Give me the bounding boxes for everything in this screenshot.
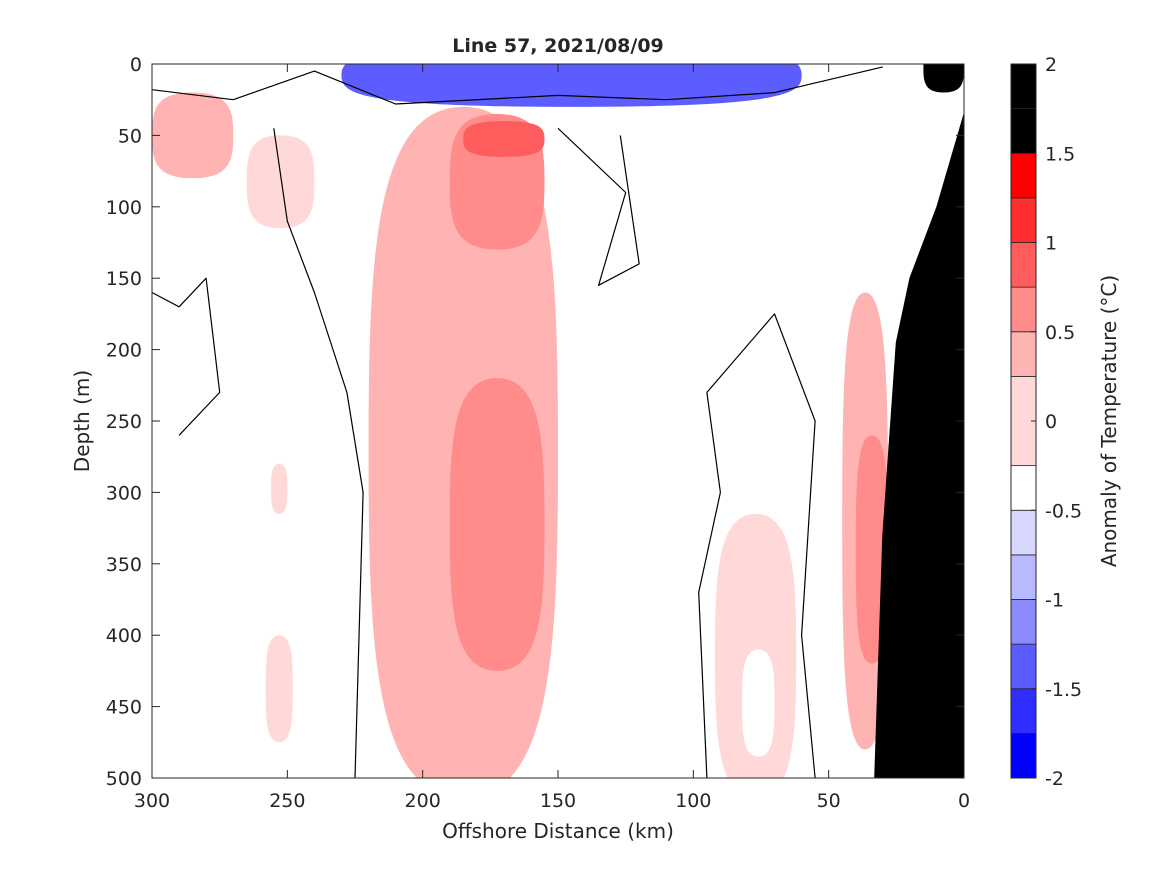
x-tick-label: 200 <box>405 790 441 812</box>
anomaly-cold-region-5 <box>265 635 293 743</box>
colorbar-tick-label: 0 <box>1045 411 1057 433</box>
y-tick-label: 100 <box>106 197 142 219</box>
colorbar-segment <box>1010 509 1037 556</box>
x-axis: 300 250 200 150 100 50 0 <box>134 64 970 812</box>
zero-contour-line-0 <box>152 66 883 105</box>
y-tick-label: 0 <box>130 54 142 76</box>
colorbar-segment <box>1010 152 1037 199</box>
x-tick-label: 0 <box>958 790 970 812</box>
anomaly-cold-region-12 <box>341 64 802 107</box>
colorbar-tick-label: -2 <box>1045 768 1064 790</box>
colorbar-tick-label: 0.5 <box>1045 322 1075 344</box>
colorbar-segment <box>1010 197 1037 243</box>
y-axis-label: Depth (m) <box>70 370 94 472</box>
colorbar-segment <box>1010 643 1037 690</box>
anomaly-warm-region-13 <box>923 64 964 93</box>
y-tick-label: 250 <box>106 411 142 433</box>
colorbar-segment <box>1010 63 1037 110</box>
y-tick-label: 200 <box>106 340 142 362</box>
zero-contour-line-4 <box>698 313 816 778</box>
colorbar-segment <box>1010 465 1037 511</box>
y-tick-label: 50 <box>118 125 142 147</box>
chart-title: Line 57, 2021/08/09 <box>452 35 664 57</box>
x-tick-label: 150 <box>540 790 576 812</box>
colorbar-tick-label: 1 <box>1045 233 1057 255</box>
anomaly-fields <box>152 64 964 778</box>
anomaly-warm-region-8 <box>449 378 545 671</box>
zero-contour-line-2 <box>152 277 221 436</box>
zero-contour-line-1 <box>273 128 364 778</box>
colorbar-segment <box>1010 108 1037 154</box>
colorbar: -2 -1.5 -1 -0.5 0 0.5 1 1.5 2 <box>1010 54 1082 790</box>
colorbar-segment <box>1010 242 1037 288</box>
anomaly-cold-region-6 <box>271 463 288 514</box>
y-axis: 0 50 100 150 200 250 300 350 400 450 500 <box>106 54 964 790</box>
bathymetry-shelf <box>874 113 964 778</box>
anomaly-cold-region-4 <box>714 513 797 778</box>
x-tick-label: 50 <box>817 790 841 812</box>
anomaly-warm-region-2 <box>152 92 234 179</box>
colorbar-segment <box>1010 554 1037 600</box>
colorbar-segment <box>1010 732 1037 779</box>
colorbar-label: Anomaly of Temperature (°C) <box>1097 275 1121 567</box>
y-tick-label: 400 <box>106 625 142 647</box>
zero-contour-line-3 <box>557 127 640 286</box>
colorbar-tick-label: 2 <box>1045 54 1057 76</box>
anomaly-cold-region-3 <box>246 135 315 229</box>
anomaly-warm-region-11 <box>463 121 545 157</box>
y-tick-label: 300 <box>106 482 142 504</box>
x-tick-label: 250 <box>269 790 305 812</box>
colorbar-segment <box>1010 688 1037 734</box>
x-axis-label: Offshore Distance (km) <box>442 819 674 843</box>
x-tick-label: 300 <box>134 790 170 812</box>
colorbar-tick-label: -0.5 <box>1045 500 1082 522</box>
colorbar-tick-label: 1.5 <box>1045 143 1075 165</box>
colorbar-segment <box>1010 599 1037 645</box>
anomaly-cold-region-10 <box>742 649 775 757</box>
bathymetry <box>874 113 964 778</box>
zero-contours <box>152 66 883 778</box>
colorbar-tick-label: -1.5 <box>1045 679 1082 701</box>
colorbar-tick-label: -1 <box>1045 590 1064 612</box>
colorbar-segment <box>1010 286 1037 333</box>
y-tick-label: 150 <box>106 268 142 290</box>
x-tick-label: 100 <box>675 790 711 812</box>
colorbar-segment <box>1010 331 1037 377</box>
y-tick-label: 450 <box>106 697 142 719</box>
y-tick-label: 350 <box>106 554 142 576</box>
y-tick-label: 500 <box>106 768 142 790</box>
